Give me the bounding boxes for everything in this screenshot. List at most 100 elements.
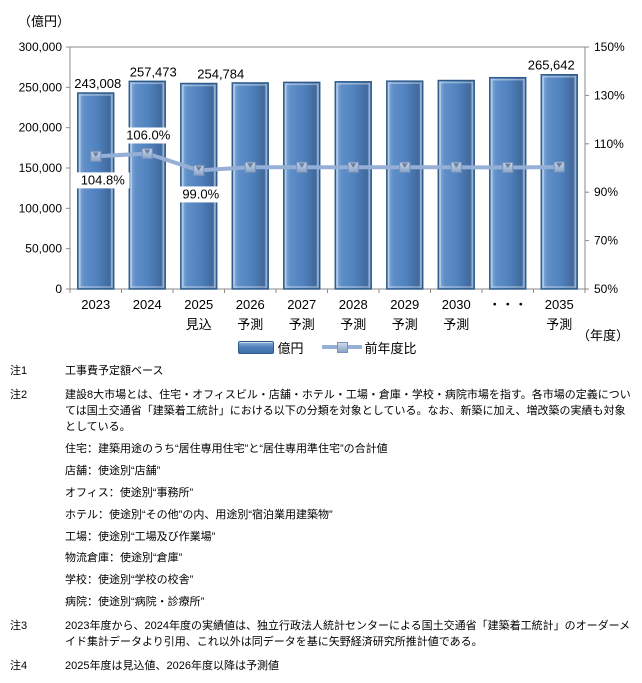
note-注4: 注4 2025年度は見込値、2026年度以降は予測値 [0,659,636,675]
bar-2025 [180,82,218,290]
ratio-marker-facet [144,149,151,154]
ratio-marker-facet [453,163,460,168]
note-paragraph: 住宅：建築用途のうち“居住専用住宅”と“居住専用準住宅”の合計値 [65,442,388,455]
ratio-label-bg [121,127,176,144]
bar-label-2025: 254,784 [197,66,244,81]
ratio-marker-facet [247,163,254,168]
note-paragraph: 2023年度から、2024年度の実績値は、独立行政法人統計センターによる国土交通… [65,620,631,649]
ratio-marker-facet [92,152,99,157]
note-注3: 注3 2023年度から、2024年度の実績値は、独立行政法人統計センターによる国土… [0,619,636,651]
note-paragraph: 物流倉庫：使途別“倉庫” [65,552,183,565]
y-right-tick-label: 50% [594,282,618,296]
x-sublabel-2025: 見込 [186,317,212,332]
bar-highlight [490,78,525,288]
y-right-tick-label: 70% [594,234,618,248]
note-paragraph: 建設8大市場とは、住宅・オフィスビル・店舗・ホテル・工場・倉庫・学校・病院市場を… [65,388,631,433]
x-label-2024: 2024 [133,297,162,312]
note-body: 工事費予定額ベース [65,364,636,380]
bar-highlight [284,83,319,288]
ratio-marker-facet [504,163,511,169]
y-right-tick-label: 130% [594,88,625,102]
x-sublabel-2026: 予測 [237,317,263,332]
notes: 注1 工事費予定額ベース注2 建設8大市場とは、住宅・オフィスビル・店舗・ホテル・工… [0,364,636,683]
bar-・・・ [489,76,527,290]
ratio-marker-facet [195,166,202,171]
x-label-2029: 2029 [390,297,419,312]
legend-marker [336,342,348,353]
note-body: 建設8大市場とは、住宅・オフィスビル・店舗・ホテル・工場・倉庫・学校・病院市場を… [65,388,636,611]
legend-label: 億円 [277,340,304,356]
bar-2035 [540,74,578,290]
y-left-tick-label: 0 [55,282,62,296]
bar-2023 [77,92,115,290]
y-right-tick-label: 110% [594,137,624,151]
bar-highlight [78,94,113,288]
y-left-tick-label: 100,000 [19,201,63,215]
note-paragraph: オフィス：使途別“事務所” [65,486,194,499]
ratio-line [93,151,562,173]
note-body: 2025年度は見込値、2026年度以降は予測値 [65,659,636,675]
bar-label-2024: 257,473 [130,64,177,79]
x-label-2028: 2028 [339,297,368,312]
note-label: 注2 [10,388,28,401]
x-sublabel-2035: 予測 [546,317,572,332]
note-注1: 注1 工事費予定額ベース [0,364,636,380]
chart-canvas: 0 50,000 100,000 150,000 200,000 250,000 300,0… [19,40,625,332]
x-label-2027: 2027 [287,297,316,312]
construction-market-chart: 0 50,000 100,000 150,000 200,000 250,000 300,0… [18,14,630,357]
x-label-2025: 2025 [184,297,213,312]
bar-2030 [437,79,475,290]
legend-bar-swatch-icon [238,340,275,354]
bar-highlight [336,82,371,288]
ratio-marker-facet [350,163,357,168]
note-body: 2023年度から、2024年度の実績値は、独立行政法人統計センターによる国土交通… [65,619,636,651]
ratio-marker-facet [298,163,305,168]
x-sublabel-2027: 予測 [289,317,315,332]
bar-2028 [334,81,372,290]
ratio-label-bg [177,186,224,203]
x-label-2035: 2035 [545,297,574,312]
note-paragraph: 工場：使途別“工場及び作業場” [65,530,216,543]
note-paragraph: ホテル：使途別“その他”の内、用途別“宿泊業用建築物” [65,508,333,521]
note-paragraph: 2025年度は見込値、2026年度以降は予測値 [65,660,279,673]
legend-label: 前年度比 [364,340,417,356]
bar-highlight [130,82,165,288]
ratio-marker-facet [556,163,563,168]
x-label-2023: 2023 [81,297,110,312]
ratio-label-2024: 106.0% [126,127,171,142]
x-sublabel-2029: 予測 [392,317,418,332]
bar-highlight [387,82,422,288]
y-left-tick-label: 150,000 [19,161,63,175]
bar-label-2023: 243,008 [74,76,121,91]
note-注2: 注2 建設8大市場とは、住宅・オフィスビル・店舗・ホテル・工場・倉庫・学校・病院市… [0,388,636,611]
note-paragraph: 工事費予定額ベース [65,365,164,377]
left-axis-unit-label: （億円） [18,14,71,29]
bar-2026 [231,82,269,290]
y-left-tick-label: 300,000 [19,40,63,54]
ratio-marker-facet [401,163,408,168]
legend: 億円 前年度比 [70,337,585,357]
note-label: 注1 [10,365,28,377]
legend-item-bar: 億円 [238,338,304,357]
bar-highlight [439,81,474,288]
legend-line-swatch-icon [321,341,362,353]
note-paragraph: 病院：使途別“病院・診療所” [65,596,205,609]
bar-2024 [128,80,166,290]
y-left-tick-label: 200,000 [19,121,63,135]
legend-item-line: 前年度比 [321,338,417,357]
bar-highlight [181,84,216,288]
x-sublabel-2028: 予測 [340,317,366,332]
note-label: 注4 [10,660,28,673]
x-axis-unit-label: （年度） [577,328,630,343]
bar-2029 [386,80,424,290]
y-left-tick-label: 250,000 [19,80,63,94]
x-sublabel-2030: 予測 [443,317,469,332]
ratio-label-2025: 99.0% [182,186,219,201]
x-label-2026: 2026 [236,297,265,312]
x-label-2030: 2030 [442,297,471,312]
y-right-tick-label: 150% [594,40,625,54]
ratio-label-2023: 104.8% [81,172,126,187]
note-paragraph: 店舗：使途別“店舗” [65,464,161,477]
bar-2027 [283,81,321,290]
y-left-tick-label: 50,000 [25,242,62,256]
